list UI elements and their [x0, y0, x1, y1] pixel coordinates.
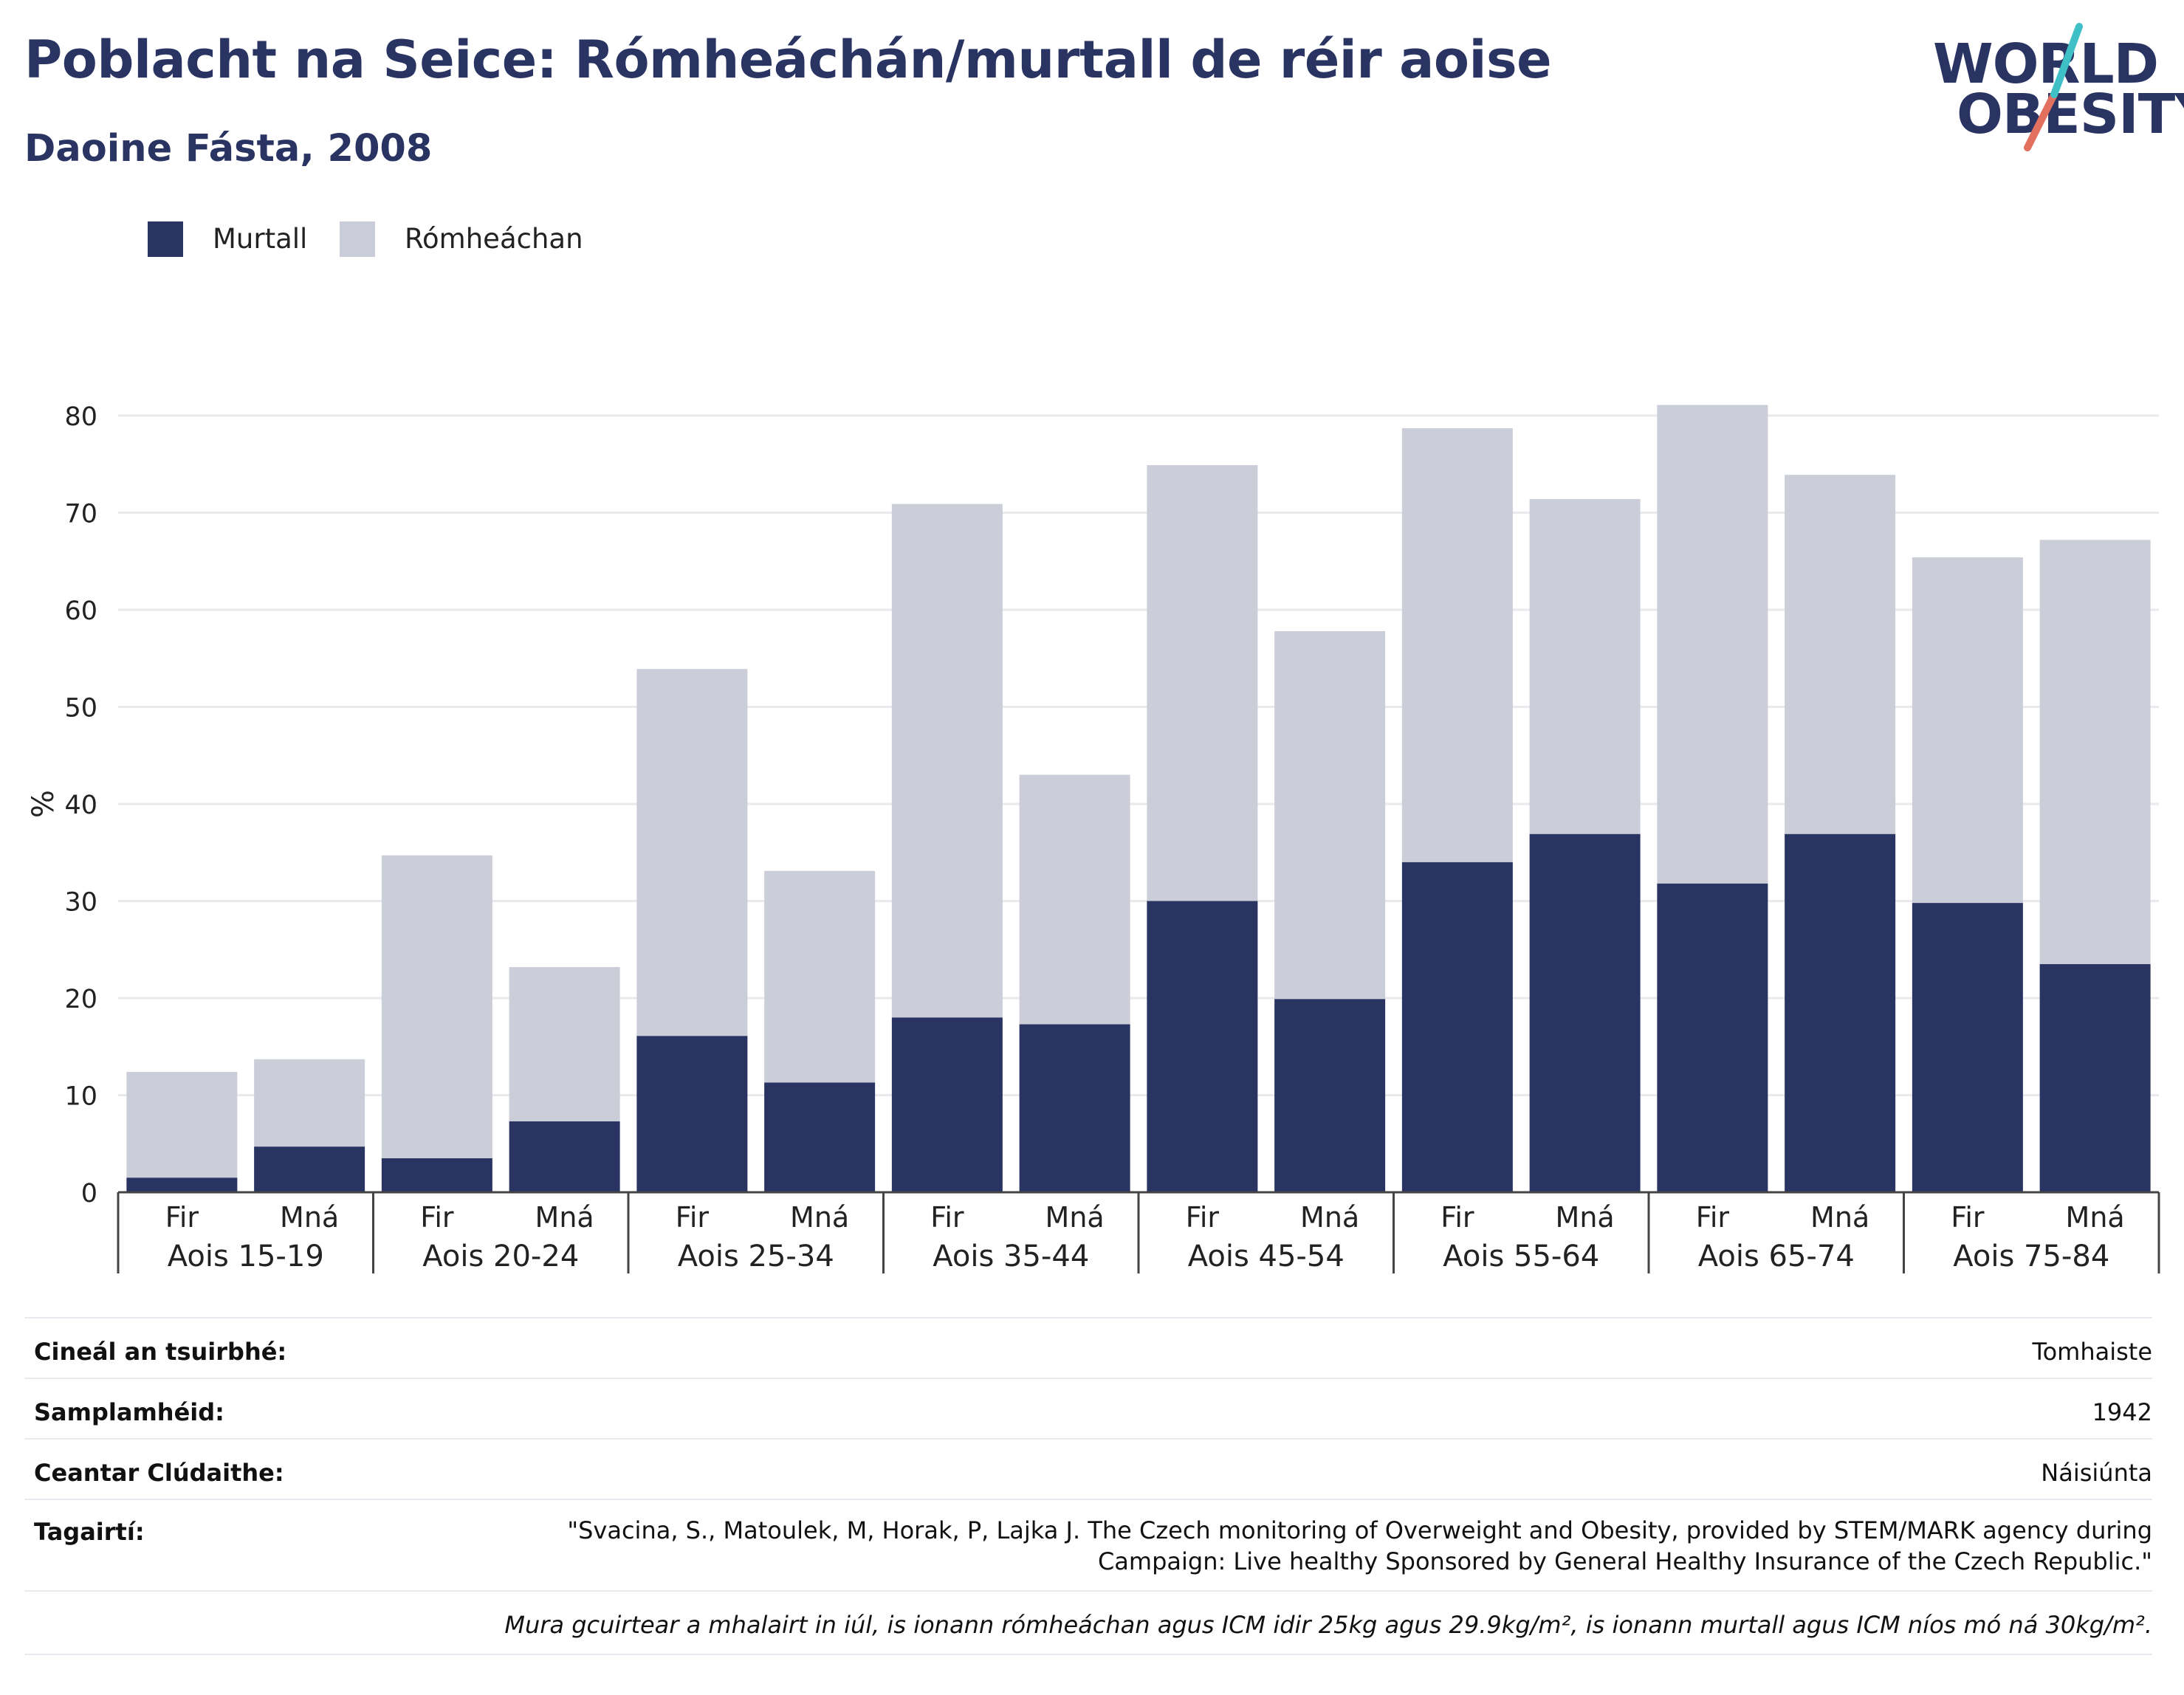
- legend-label-overweight: Rómheáchan: [405, 223, 583, 255]
- x-tick-label-age-group: Aois 20-24: [422, 1240, 579, 1273]
- y-tick-label: 70: [64, 500, 97, 529]
- bar-obesity: [2039, 963, 2151, 1192]
- x-tick-label-sex: Mná: [1556, 1201, 1615, 1234]
- bar-overweight: [1912, 557, 2023, 904]
- x-tick-label-sex: Mná: [280, 1201, 339, 1234]
- meta-row-sample-size: Samplamhéid: 1942: [24, 1378, 2152, 1440]
- bar-overweight: [891, 503, 1003, 1018]
- bar-obesity: [636, 1036, 748, 1192]
- x-tick-label-age-group: Aois 65-74: [1698, 1240, 1855, 1273]
- bar-overweight: [636, 669, 748, 1036]
- x-tick-label-sex: Fir: [1696, 1201, 1730, 1234]
- x-tick-label-age-group: Aois 35-44: [933, 1240, 1089, 1273]
- x-tick-label-sex: Fir: [930, 1201, 964, 1234]
- y-tick-label: 50: [64, 694, 97, 723]
- x-tick-label-sex: Fir: [1186, 1201, 1220, 1234]
- bar-overweight: [1785, 475, 1896, 834]
- logo-line2: OBESITY: [1957, 83, 2184, 146]
- x-tick-label-age-group: Aois 75-84: [1953, 1240, 2109, 1273]
- bar-obesity: [891, 1017, 1003, 1192]
- y-tick-label: 40: [64, 791, 97, 820]
- bar-overweight: [1529, 499, 1641, 834]
- x-tick-label-sex: Mná: [1300, 1201, 1359, 1234]
- meta-row-area: Ceantar Clúdaithe: Náisiúnta: [24, 1438, 2152, 1500]
- meta-label-sample-size: Samplamhéid:: [34, 1398, 224, 1426]
- legend-label-obesity: Murtall: [213, 223, 308, 255]
- meta-row-survey-type: Cineál an tsuirbhé: Tomhaiste: [24, 1317, 2152, 1379]
- bar-obesity: [126, 1177, 238, 1192]
- bar-overweight: [1019, 774, 1130, 1025]
- bar-overweight: [2039, 540, 2151, 964]
- y-tick-label: 10: [64, 1082, 97, 1112]
- bar-overweight: [381, 855, 492, 1158]
- bar-obesity: [1529, 833, 1641, 1192]
- meta-value-area: Náisiúnta: [2041, 1459, 2152, 1487]
- bar-obesity: [381, 1158, 492, 1192]
- bar-obesity: [509, 1121, 620, 1192]
- x-tick-label-sex: Fir: [1951, 1201, 1985, 1234]
- legend-swatch-obesity: [148, 221, 183, 257]
- meta-label-references: Tagairtí:: [34, 1518, 145, 1546]
- bar-obesity: [1401, 862, 1513, 1192]
- y-tick-label: 60: [64, 596, 97, 626]
- chart-subtitle: Daoine Fásta, 2008: [24, 127, 433, 171]
- bar-overweight: [1657, 405, 1768, 884]
- x-tick-label-sex: Mná: [1810, 1201, 1869, 1234]
- legend-swatch-overweight: [340, 221, 375, 257]
- x-tick-label-sex: Mná: [790, 1201, 849, 1234]
- meta-label-area: Ceantar Clúdaithe:: [34, 1459, 284, 1487]
- meta-value-sample-size: 1942: [2092, 1398, 2152, 1426]
- bar-obesity: [764, 1082, 876, 1192]
- meta-label-survey-type: Cineál an tsuirbhé:: [34, 1338, 287, 1366]
- logo-slash-icon: [2024, 23, 2083, 151]
- bar-obesity: [254, 1146, 365, 1192]
- meta-row-footnote: Mura gcuirtear a mhalairt in iúl, is ion…: [24, 1590, 2152, 1655]
- definition-footnote: Mura gcuirtear a mhalairt in iúl, is ion…: [504, 1611, 2152, 1639]
- bar-overweight: [509, 966, 620, 1122]
- meta-value-references: "Svacina, S., Matoulek, M, Horak, P, Laj…: [567, 1516, 2152, 1575]
- bar-obesity: [1912, 903, 2023, 1192]
- bar-obesity: [1274, 999, 1386, 1192]
- x-tick-label-age-group: Aois 15-19: [168, 1240, 324, 1273]
- stacked-bar-chart: 0 10 20 30 40 50 60 70 80% Fir Mná Fir Mná Fir Mná Fir M…: [27, 402, 2160, 1273]
- bar-overweight: [1274, 630, 1386, 1000]
- world-obesity-logo: WORLD OBESITY: [1927, 22, 2184, 155]
- bar-overweight: [126, 1071, 238, 1178]
- bar-overweight: [1401, 428, 1513, 862]
- x-tick-label-sex: Fir: [420, 1201, 454, 1234]
- bar-overweight: [764, 870, 876, 1083]
- bar-obesity: [1019, 1024, 1130, 1192]
- x-tick-label-sex: Fir: [165, 1201, 199, 1234]
- meta-row-references: Tagairtí: "Svacina, S., Matoulek, M, Hor…: [24, 1499, 2152, 1592]
- y-tick-label: 20: [64, 985, 97, 1014]
- x-tick-label-sex: Mná: [535, 1201, 594, 1234]
- logo-line1: WORLD: [1933, 32, 2159, 96]
- chart-title: Poblacht na Seice: Rómheáchán/murtall de…: [24, 30, 1552, 90]
- bar-obesity: [1785, 833, 1896, 1192]
- y-axis-label: %: [27, 790, 61, 818]
- x-tick-label-sex: Fir: [676, 1201, 710, 1234]
- x-tick-label-age-group: Aois 45-54: [1188, 1240, 1345, 1273]
- x-tick-label-age-group: Aois 55-64: [1443, 1240, 1599, 1273]
- y-tick-label: 80: [64, 402, 97, 432]
- bar-overweight: [1147, 465, 1258, 901]
- x-tick-label-sex: Mná: [1045, 1201, 1105, 1234]
- bar-obesity: [1657, 883, 1768, 1192]
- y-tick-label: 0: [81, 1179, 97, 1208]
- meta-value-survey-type: Tomhaiste: [2032, 1338, 2152, 1366]
- x-tick-label-sex: Fir: [1440, 1201, 1474, 1234]
- y-tick-label: 30: [64, 888, 97, 918]
- x-tick-label-age-group: Aois 25-34: [678, 1240, 834, 1273]
- x-tick-label-sex: Mná: [2066, 1201, 2125, 1234]
- bar-overweight: [254, 1059, 365, 1147]
- bar-obesity: [1147, 901, 1258, 1192]
